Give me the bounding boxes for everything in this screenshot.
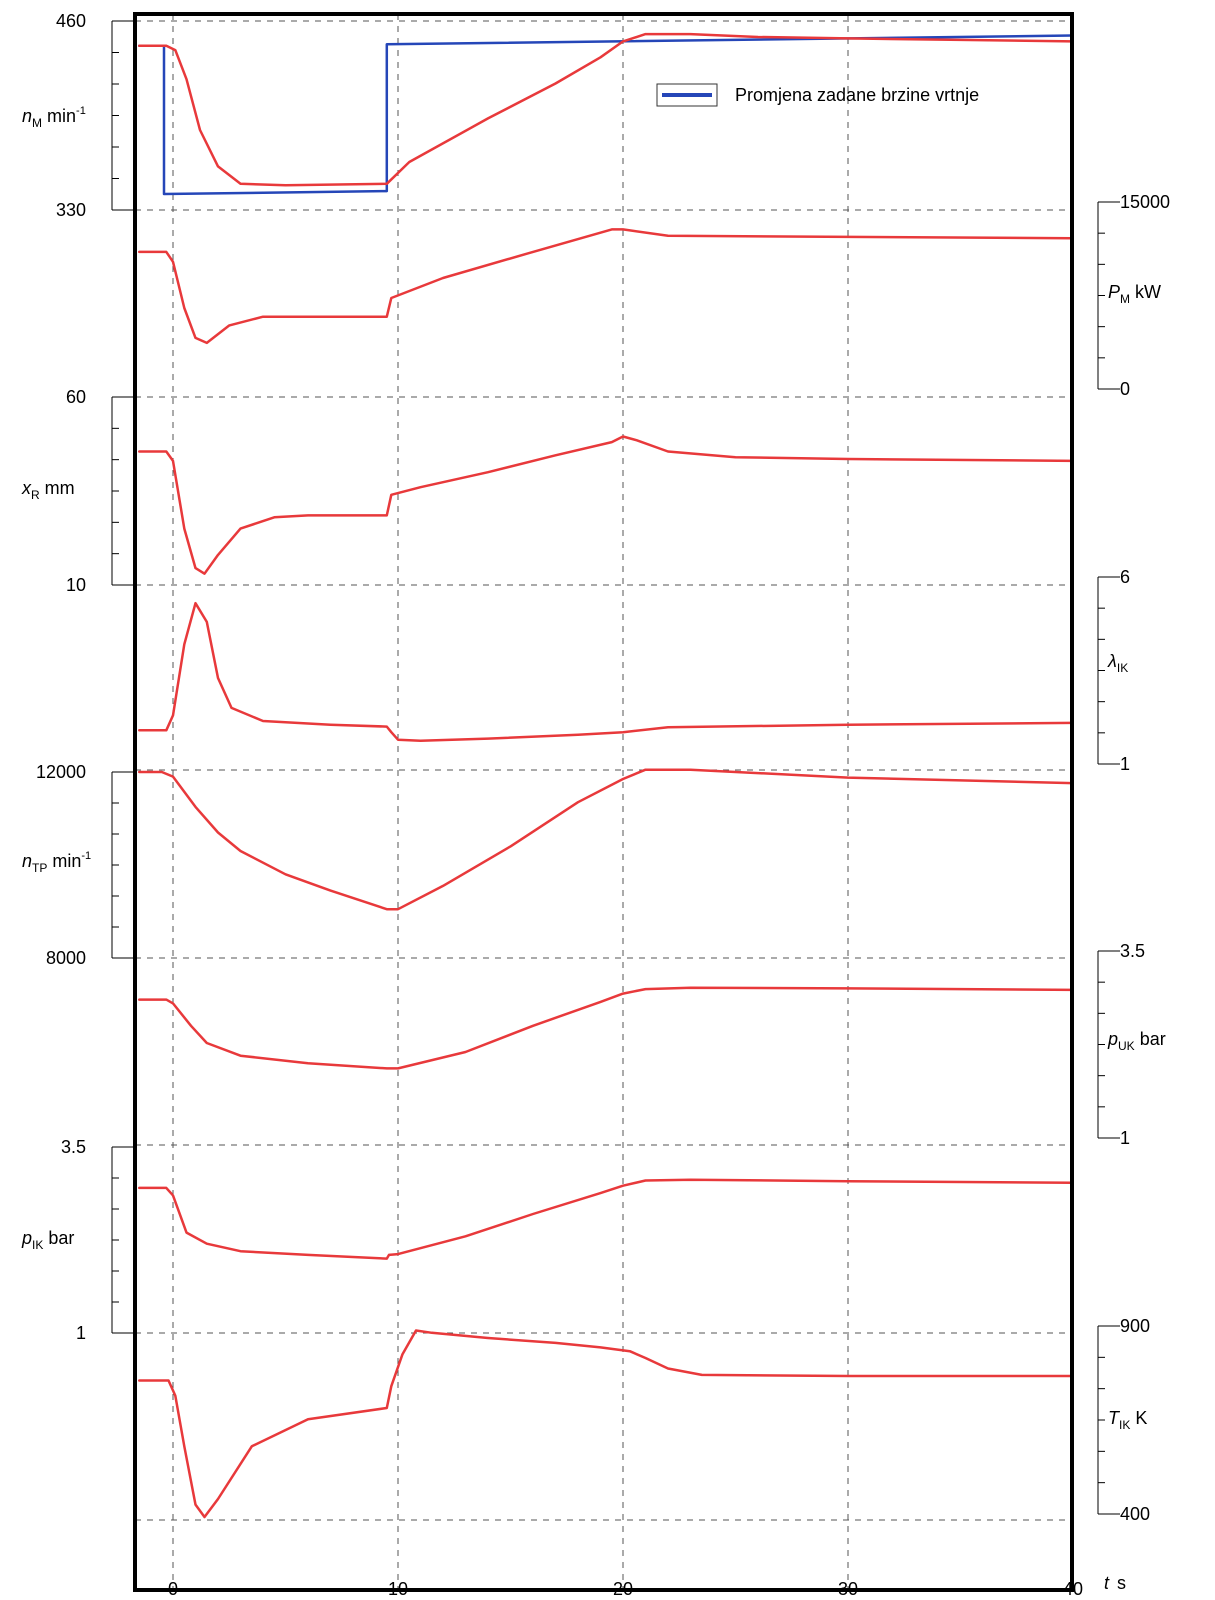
x-tick-label-10: 10	[388, 1579, 408, 1599]
lIK-tick-label-1: 1	[1120, 754, 1130, 774]
nTP-series-response	[138, 768, 1072, 911]
TIK-tick-label-0: 900	[1120, 1316, 1150, 1336]
pIK-tick-label-1: 1	[76, 1323, 86, 1343]
legend: Promjena zadane brzine vrtnje	[656, 83, 979, 107]
pIK-series-response	[138, 1178, 1072, 1260]
lIK-axis-label: λIK	[1107, 651, 1128, 675]
plot-frame	[133, 12, 1074, 1592]
x-tick-label-0: 0	[168, 1579, 178, 1599]
legend-label: Promjena zadane brzine vrtnje	[735, 85, 979, 105]
TIK-tick-label-1: 400	[1120, 1504, 1150, 1524]
PM-tick-label-0: 15000	[1120, 192, 1170, 212]
pUK-axis-label: pUK bar	[1107, 1029, 1166, 1053]
nTP-tick-label-0: 12000	[36, 762, 86, 782]
nTP-tick-label-1: 8000	[46, 948, 86, 968]
pUK-tick-label-1: 1	[1120, 1128, 1130, 1148]
pIK-tick-label-0: 3.5	[61, 1137, 86, 1157]
lIK-series-response	[138, 601, 1072, 743]
PM-axis-label: PM kW	[1108, 282, 1161, 306]
xR-axis-label: xR mm	[21, 478, 75, 502]
x-tick-label-20: 20	[613, 1579, 633, 1599]
nM-series-response	[138, 32, 1072, 187]
nM-tick-label-0: 460	[56, 11, 86, 31]
nM-tick-label-1: 330	[56, 200, 86, 220]
TIK-series-response	[138, 1329, 1072, 1519]
pUK-series-response	[138, 986, 1072, 1070]
xR-tick-label-0: 60	[66, 387, 86, 407]
x-tick-label-40: 40	[1063, 1579, 1083, 1599]
TIK-axis-label: TIK K	[1108, 1408, 1147, 1432]
plot-background	[135, 14, 1072, 1590]
legend-swatch-box	[656, 83, 718, 107]
nTP-axis-label: nTP min-1	[22, 850, 91, 875]
xR-tick-label-1: 10	[66, 575, 86, 595]
lIK-tick-label-0: 6	[1120, 567, 1130, 587]
series-group	[138, 32, 1072, 1519]
PM-series-response	[138, 228, 1072, 345]
xR-series-response	[138, 435, 1072, 575]
pIK-axis-label: pIK bar	[21, 1228, 74, 1252]
nM-axis-label: nM min-1	[22, 105, 86, 130]
x-tick-label-30: 30	[838, 1579, 858, 1599]
pUK-tick-label-0: 3.5	[1120, 941, 1145, 961]
grid	[135, 14, 1072, 1590]
PM-tick-label-1: 0	[1120, 379, 1130, 399]
